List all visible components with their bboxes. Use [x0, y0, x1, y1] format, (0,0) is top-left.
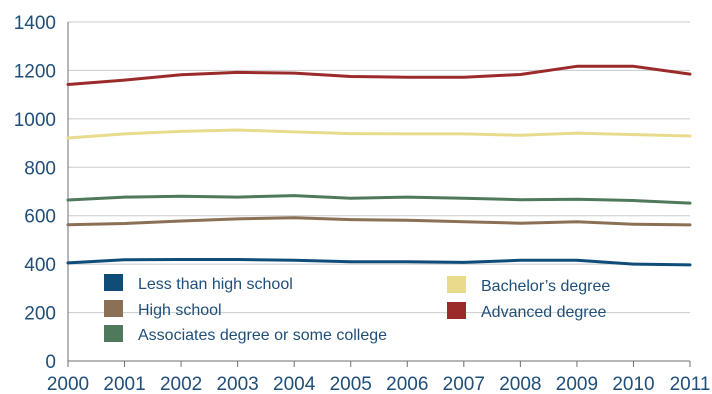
legend-swatch — [104, 300, 123, 317]
legend-swatch — [104, 325, 123, 342]
legend-label: Bachelor’s degree — [481, 278, 610, 295]
legend-swatch — [447, 276, 466, 293]
x-tick-label: 2010 — [612, 374, 654, 394]
x-tick-label: 2000 — [47, 374, 89, 394]
series-line-0 — [66, 258, 692, 267]
y-tick-label: 0 — [45, 352, 56, 373]
x-tick-label: 2007 — [443, 374, 485, 394]
legend-label: Less than high school — [138, 276, 293, 293]
y-tick-label: 1200 — [14, 61, 56, 82]
y-tick-label: 600 — [24, 207, 56, 228]
legend-swatch — [104, 274, 123, 291]
series-line-3 — [66, 128, 692, 140]
legend-label: Advanced degree — [481, 304, 607, 321]
x-axis: 2000 2001 2002 2003 2004 2005 2006 2007 2008 2009… — [47, 360, 711, 394]
y-tick-label: 1400 — [14, 13, 56, 34]
series-lines — [66, 64, 692, 267]
legend-label: Associates degree or some college — [138, 327, 387, 344]
series-line-1 — [66, 216, 692, 227]
x-tick-label: 2008 — [499, 374, 541, 394]
x-tick-label: 2003 — [216, 374, 258, 394]
x-tick-label: 2005 — [330, 374, 372, 394]
y-tick-label: 1000 — [14, 110, 56, 131]
legend-label: High school — [138, 302, 222, 319]
x-tick-label: 2001 — [103, 374, 145, 394]
x-tick-label: 2011 — [670, 374, 711, 394]
gridlines — [68, 21, 690, 314]
legend: Less than high school High school Associat… — [104, 274, 610, 344]
legend-swatch — [447, 302, 466, 319]
y-tick-label: 200 — [24, 304, 56, 325]
y-axis: 0 200 400 600 800 1000 1200 1400 — [14, 13, 69, 373]
x-tick-label: 2009 — [556, 374, 598, 394]
x-tick-label: 2006 — [386, 374, 428, 394]
series-line-4 — [66, 64, 692, 86]
series-line-2 — [66, 194, 692, 205]
y-tick-label: 400 — [24, 255, 56, 276]
y-tick-label: 800 — [24, 158, 56, 179]
x-tick-label: 2004 — [273, 374, 316, 394]
x-tick-label: 2002 — [160, 374, 202, 394]
